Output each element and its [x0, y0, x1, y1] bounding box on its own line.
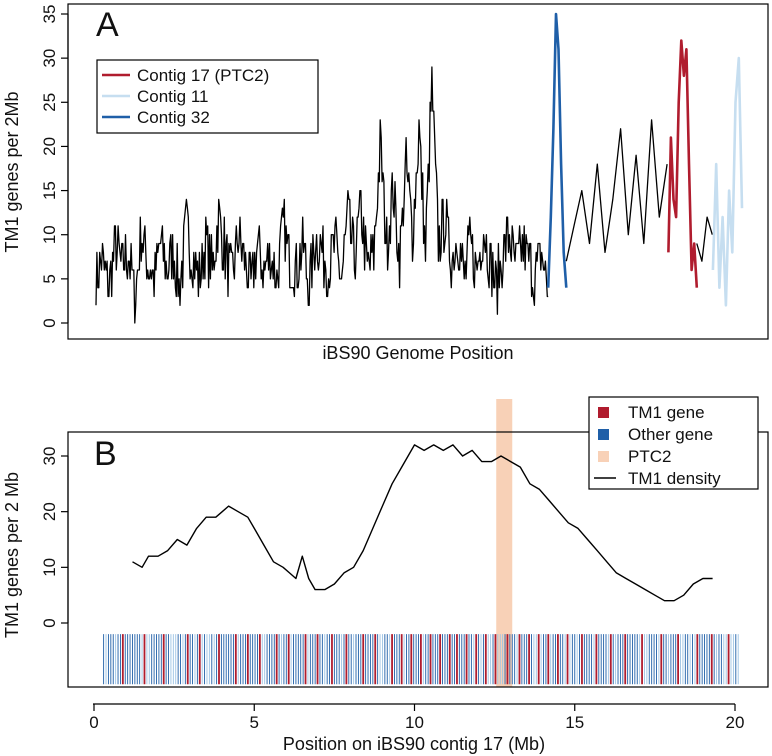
- panel-a-y-tick-label: 0: [40, 318, 59, 327]
- legend-label-contig-11: Contig 11: [137, 87, 209, 106]
- panel-b-letter: B: [94, 435, 117, 473]
- panel-b-x-tick-label: 0: [89, 713, 98, 732]
- panel-b: 0 10 20 30 0 5 10 15 20 B TM1 gene Other gene P…: [2, 396, 769, 754]
- gene-track: [103, 634, 739, 685]
- panel-a: 0 5 10 15 20 25 30 35 A Contig 17 (PTC2) Contig…: [2, 3, 769, 363]
- panel-a-y-tick-label: 10: [40, 225, 59, 244]
- panel-a-series: [95, 12, 744, 324]
- panel-b-x-tick-label: 10: [405, 713, 424, 732]
- panel-a-series-line-3: [667, 39, 699, 288]
- panel-b-x-tick-label: 20: [726, 713, 745, 732]
- panel-b-y-ticks: 0 10 20 30: [40, 447, 68, 628]
- panel-b-legend-box: [588, 396, 759, 490]
- legend-swatch-tm1-gene: [598, 407, 609, 418]
- panel-b-y-tick-label: 30: [40, 447, 59, 466]
- panel-b-x-tick-label: 15: [565, 713, 584, 732]
- panel-a-legend: Contig 17 (PTC2) Contig 11 Contig 32: [96, 59, 319, 134]
- legend-label-tm1-density: TM1 density: [628, 469, 721, 488]
- panel-a-y-axis-title: TM1 genes per 2Mb: [2, 91, 22, 252]
- ptc2-highlight-band: [496, 399, 513, 687]
- legend-swatch-ptc2: [598, 451, 609, 462]
- panel-a-y-tick-label: 5: [40, 274, 59, 283]
- panel-b-x-axis-title: Position on iBS90 contig 17 (Mb): [283, 734, 545, 754]
- panel-a-letter: A: [96, 6, 119, 44]
- panel-a-y-tick-label: 15: [40, 181, 59, 200]
- panel-b-plot-frame: [67, 431, 769, 688]
- panel-b-y-tick-label: 20: [40, 502, 59, 521]
- panel-a-series-line-5: [711, 56, 744, 307]
- panel-b-x-ticks: 0 5 10 15 20: [89, 704, 744, 732]
- panel-a-series-line-0: [95, 66, 549, 324]
- legend-swatch-other-gene: [598, 429, 609, 440]
- panel-b-legend: TM1 gene Other gene PTC2 TM1 density: [588, 396, 759, 490]
- panel-a-y-tick-label: 25: [40, 93, 59, 112]
- panel-b-x-tick-label: 5: [250, 713, 259, 732]
- panel-a-y-tick-label: 20: [40, 137, 59, 156]
- tm1-density-line: [132, 444, 713, 602]
- panel-a-x-axis-title: iBS90 Genome Position: [322, 343, 513, 363]
- panel-a-y-tick-label: 35: [40, 5, 59, 24]
- legend-label-contig-32: Contig 32: [137, 108, 210, 127]
- legend-label-other-gene: Other gene: [628, 425, 713, 444]
- panel-b-y-axis-title: TM1 genes per 2 Mb: [2, 472, 22, 638]
- panel-a-y-tick-label: 30: [40, 49, 59, 68]
- panel-a-series-line-1: [546, 12, 568, 288]
- panel-a-y-ticks: 0 5 10 15 20 25 30 35: [40, 5, 68, 328]
- panel-b-y-tick-label: 10: [40, 558, 59, 577]
- panel-b-y-tick-label: 0: [40, 618, 59, 627]
- legend-label-tm1-gene: TM1 gene: [628, 403, 705, 422]
- panel-a-legend-box: [96, 59, 319, 134]
- panel-a-plot-frame: [67, 3, 769, 340]
- legend-label-ptc2: PTC2: [628, 447, 671, 466]
- panel-a-series-line-4: [696, 216, 713, 262]
- legend-label-contig-17: Contig 17 (PTC2): [137, 66, 269, 85]
- panel-a-series-line-2: [565, 119, 668, 262]
